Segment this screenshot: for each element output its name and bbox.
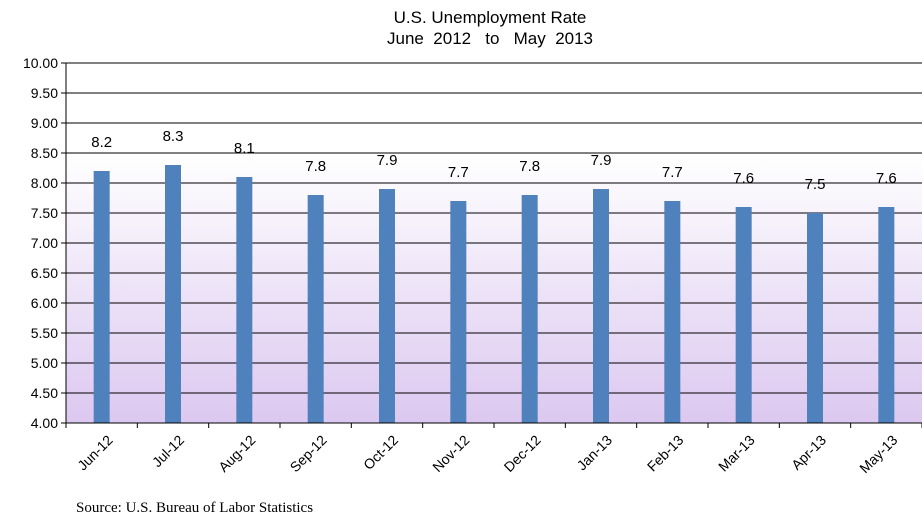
y-axis-ticks: 4.00 4.50 5.00 5.50 6.00 6.50 7.00 7.50 8.00 8.50…: [23, 55, 66, 431]
bar: [93, 171, 110, 423]
bar: [236, 177, 253, 423]
y-tick-label: 9.00: [31, 115, 58, 131]
y-tick-label: 7.50: [31, 205, 58, 221]
y-tick-label: 4.50: [31, 385, 58, 401]
bar: [521, 195, 538, 423]
x-tick-label: Feb-13: [644, 432, 687, 475]
bar: [450, 201, 467, 423]
x-tick-label: Dec-12: [501, 432, 544, 475]
bar-data-label: 7.6: [876, 170, 897, 187]
x-tick-label: Jun-12: [74, 432, 116, 474]
bar-data-label: 7.6: [733, 170, 754, 187]
bar: [807, 213, 823, 423]
bar-data-label: 7.5: [805, 176, 826, 193]
bar-data-label: 7.9: [377, 152, 398, 169]
x-tick-label: Jul-12: [149, 432, 187, 470]
y-tick-label: 6.00: [31, 295, 58, 311]
x-tick-label: Oct-12: [360, 432, 401, 473]
bar-data-label: 8.1: [234, 140, 255, 157]
bar: [165, 165, 181, 423]
y-tick-label: 8.50: [31, 145, 58, 161]
bar-data-label: 7.8: [519, 158, 540, 175]
bar-data-label: 8.2: [91, 134, 112, 151]
bar: [307, 195, 324, 423]
bar: [379, 189, 395, 423]
y-tick-label: 4.00: [31, 415, 58, 431]
bar-data-label: 7.9: [591, 152, 612, 169]
x-tick-label: Aug-12: [215, 432, 258, 475]
bar-data-label: 7.7: [662, 164, 683, 181]
bar: [593, 189, 609, 423]
x-axis-ticks: Jun-12 Jul-12 Aug-12 Sep-12 Oct-12 Nov-12 Dec-…: [65, 423, 922, 476]
bar-data-label: 7.7: [448, 164, 469, 181]
y-tick-label: 7.00: [31, 235, 58, 251]
y-tick-label: 5.50: [31, 325, 58, 341]
x-tick-label: Jan-13: [574, 432, 616, 474]
y-tick-label: 9.50: [31, 85, 58, 101]
bar: [878, 207, 895, 423]
x-tick-label: Mar-13: [715, 432, 758, 475]
x-tick-label: Apr-13: [788, 432, 829, 473]
source-note: Source: U.S. Bureau of Labor Statistics: [76, 500, 314, 516]
y-tick-label: 8.00: [31, 175, 58, 191]
gridlines: [66, 62, 922, 424]
x-tick-label: May-13: [856, 432, 900, 476]
bar-data-labels: 8.2 8.3 8.1 7.8 7.9 7.7 7.8 7.9 7.7 7.6 7.5 7.6: [91, 128, 897, 193]
y-tick-label: 6.50: [31, 265, 58, 281]
bar-data-label: 8.3: [163, 128, 184, 145]
bar: [735, 207, 752, 423]
y-tick-label: 10.00: [23, 55, 58, 71]
bar-data-label: 7.8: [305, 158, 326, 175]
x-tick-label: Sep-12: [287, 432, 330, 475]
chart-title-line-2: June 2012 to May 2013: [387, 29, 593, 48]
x-tick-label: Nov-12: [429, 432, 472, 475]
bars: [93, 165, 895, 423]
chart-title-line-1: U.S. Unemployment Rate: [394, 8, 587, 27]
bar: [664, 201, 681, 423]
y-tick-label: 5.00: [31, 355, 58, 371]
